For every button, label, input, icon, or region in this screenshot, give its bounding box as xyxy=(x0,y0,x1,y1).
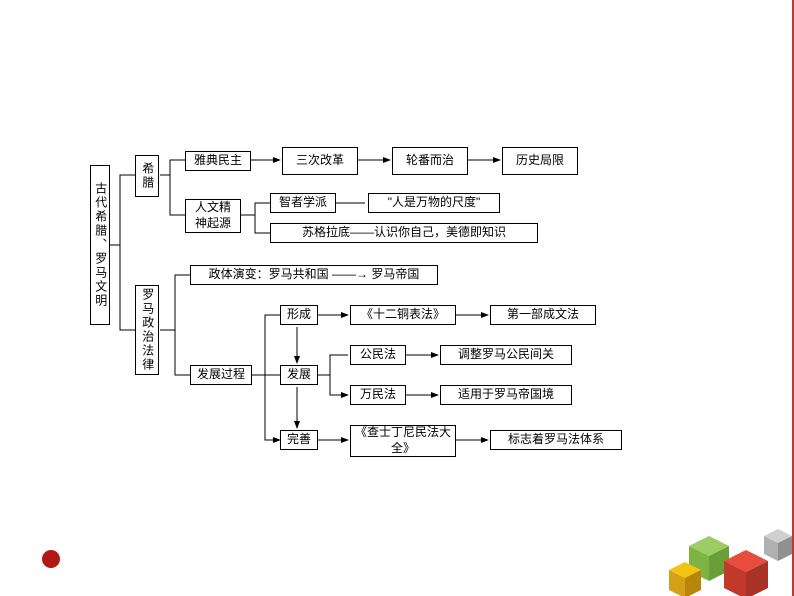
stage1-node: 形成 xyxy=(280,305,318,325)
measure-node: "人是万物的尺度" xyxy=(368,193,500,213)
greece-node: 希腊 xyxy=(135,155,159,197)
stage3-sig: 标志着罗马法体系 xyxy=(490,430,622,450)
stage2a-node: 公民法 xyxy=(350,345,406,365)
stage3-law: 《查士丁尼民法大全》 xyxy=(350,425,456,457)
stage2-node: 发展 xyxy=(280,365,318,385)
stage2a-sig: 调整罗马公民间关 xyxy=(440,345,572,365)
stage3-node: 完善 xyxy=(280,430,318,450)
stage1-sig: 第一部成文法 xyxy=(490,305,596,325)
sophists-node: 智者学派 xyxy=(270,193,336,213)
athens-node: 雅典民主 xyxy=(185,151,251,171)
stage2b-node: 万民法 xyxy=(350,385,406,405)
process-node: 发展过程 xyxy=(190,365,252,385)
stage2b-sig: 适用于罗马帝国境 xyxy=(440,385,572,405)
red-dot-decoration xyxy=(42,550,60,568)
limit-node: 历史局限 xyxy=(502,147,578,175)
humanism-node: 人文精神起源 xyxy=(185,199,241,233)
root-node: 古代希腊、罗马文明 xyxy=(90,165,110,325)
reform-node: 三次改革 xyxy=(282,147,358,175)
cube-decoration xyxy=(614,496,794,596)
rome-node: 罗马政治法律 xyxy=(135,285,159,375)
rotate-node: 轮番而治 xyxy=(392,147,468,175)
socrates-node: 苏格拉底——认识你自己，美德即知识 xyxy=(270,223,538,243)
regime-node: 政体演变：罗马共和国 ——→ 罗马帝国 xyxy=(190,265,438,285)
stage1-law: 《十二铜表法》 xyxy=(350,305,456,325)
